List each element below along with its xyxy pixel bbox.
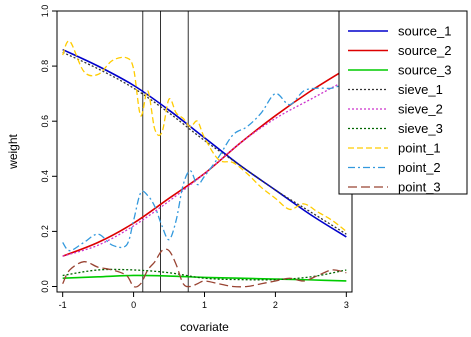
y-axis-label: weight <box>6 133 20 169</box>
series-line-sieve-1 <box>62 51 347 235</box>
legend-label-sieve-1: sieve_1 <box>398 82 443 97</box>
y-tick-label: 0.0 <box>40 280 50 293</box>
legend-label-source-2: source_2 <box>398 43 451 58</box>
y-axis: 0.0 0.2 0.4 0.6 0.8 1.0 <box>40 5 57 293</box>
y-tick-label: 0.6 <box>40 115 50 128</box>
legend-label-point-2: point_2 <box>398 160 441 175</box>
x-tick-label: 3 <box>344 300 349 310</box>
x-tick-label: 0 <box>131 300 136 310</box>
y-tick-label: 0.8 <box>40 60 50 73</box>
legend-label-point-3: point_3 <box>398 180 441 195</box>
series-line-point-3 <box>62 248 347 288</box>
x-axis: -1 0 1 2 3 <box>59 292 349 310</box>
legend-label-sieve-2: sieve_2 <box>398 102 443 117</box>
series-line-source-2 <box>62 68 347 257</box>
y-tick-label: 1.0 <box>40 5 50 18</box>
y-tick-label: 0.2 <box>40 225 50 238</box>
series-line-source-3 <box>62 274 347 282</box>
series-line-sieve-3 <box>62 268 347 281</box>
series-lines <box>62 40 347 288</box>
legend-label-source-1: source_1 <box>398 24 451 39</box>
legend-label-sieve-3: sieve_3 <box>398 121 443 136</box>
vertical-reference-lines <box>142 11 189 292</box>
x-tick-label: -1 <box>59 300 67 310</box>
series-line-point-1 <box>62 40 347 232</box>
x-tick-label: 2 <box>273 300 278 310</box>
y-tick-label: 0.4 <box>40 170 50 183</box>
legend-box <box>338 10 468 195</box>
plot-frame <box>56 10 353 293</box>
x-axis-label: covariate <box>180 320 229 334</box>
legend: source_1 source_2 source_3 sieve_1 sieve_2si… <box>338 10 468 195</box>
legend-label-source-3: source_3 <box>398 63 451 78</box>
x-tick-label: 1 <box>202 300 207 310</box>
series-line-sieve-2 <box>62 79 347 257</box>
legend-label-point-1: point_1 <box>398 141 441 156</box>
series-line-point-2 <box>62 82 347 252</box>
series-line-source-1 <box>62 48 347 238</box>
